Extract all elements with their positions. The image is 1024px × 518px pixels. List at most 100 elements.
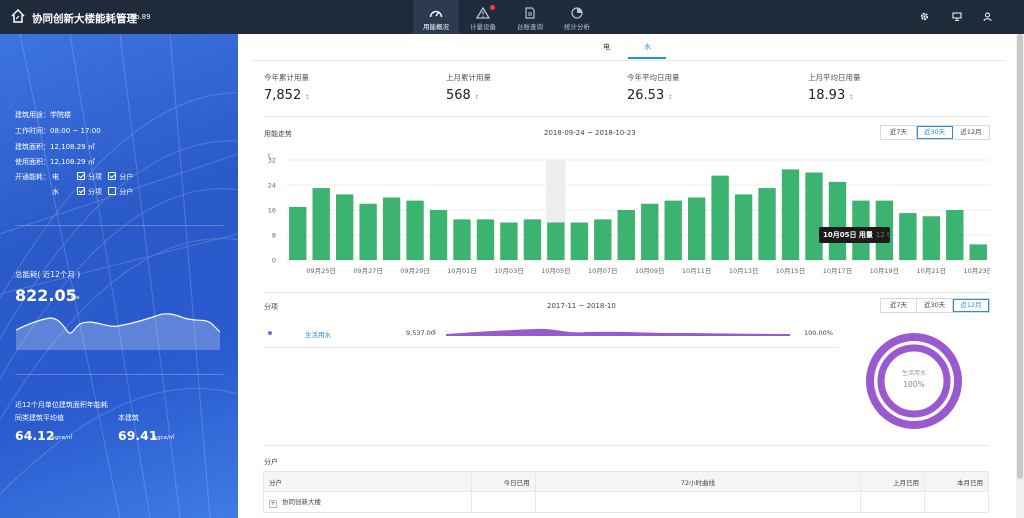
nav-ledger-query[interactable]: 台账查询 [507, 0, 553, 34]
item-name: 生活用水 [305, 331, 331, 339]
section-divider [263, 445, 989, 446]
y-tick-label: 24 [268, 182, 276, 190]
item-trend-sparkline [446, 328, 790, 336]
bar[interactable] [828, 181, 847, 260]
monitor-icon[interactable] [952, 12, 962, 21]
gear-icon[interactable] [920, 12, 929, 21]
range-7-days-button[interactable]: 近7天 [881, 299, 917, 312]
trend-title: 用能走势 [264, 130, 292, 138]
app-number: No.89 [130, 13, 151, 21]
bar[interactable] [523, 219, 542, 260]
bar[interactable] [359, 203, 377, 260]
architecture-background-image [0, 34, 238, 518]
user-icon[interactable] [983, 12, 992, 21]
x-tick-label: 10月07日 [588, 267, 618, 275]
active-tab-indicator [628, 57, 666, 59]
bar[interactable] [617, 210, 635, 260]
item-value: 9,537.00 [406, 329, 435, 337]
range-30-days-button[interactable]: 近30天 [917, 299, 953, 312]
gauge-icon [429, 10, 443, 18]
donut-inner-ring [877, 344, 951, 418]
bar[interactable] [453, 219, 471, 260]
x-tick-label: 09月27日 [353, 267, 383, 275]
bar[interactable] [711, 175, 729, 260]
bar[interactable] [312, 188, 330, 260]
bar[interactable] [969, 244, 987, 260]
bar[interactable] [335, 194, 354, 260]
bar[interactable] [922, 216, 941, 260]
building-use: 建筑用途：学院楼 [15, 111, 71, 119]
chart-tooltip: 10月05日 用量 12 t [819, 227, 890, 243]
bar[interactable] [687, 197, 706, 261]
bar[interactable] [734, 194, 753, 260]
column-header: 分户 [263, 471, 472, 492]
bar[interactable] [758, 188, 776, 260]
bar[interactable] [289, 206, 307, 260]
elec-item-checkbox[interactable] [77, 172, 85, 180]
bar[interactable] [664, 200, 682, 260]
range-7-days-button[interactable]: 近7天 [881, 126, 917, 139]
usage-trend-bar-chart: t 0 8 16 24 32 09月25日 09月27日 09月29日 10月01日 10月03日… [268, 152, 990, 275]
item-unit: t [434, 329, 437, 336]
expand-row-button[interactable]: + [269, 500, 277, 508]
range-12-months-button[interactable]: 近12月 [960, 128, 982, 136]
peer-average-label: 同类建筑平均值 [15, 414, 64, 422]
table-header-row: 分户 今日已用 72小时曲线 上月已用 本月已用 [263, 471, 989, 492]
bar[interactable] [429, 210, 448, 260]
nav-usage-overview[interactable]: 用能概况 [413, 0, 459, 34]
water-item-checkbox[interactable] [77, 187, 85, 195]
range-30-days-button[interactable]: 近30天 [917, 126, 953, 139]
total-energy-unit: tce [71, 295, 80, 301]
bar[interactable] [500, 222, 518, 261]
this-building-label: 本建筑 [118, 414, 139, 422]
bar[interactable] [547, 222, 565, 261]
nav-label: 统计分析 [564, 23, 590, 31]
scrollbar-thumb[interactable] [1017, 34, 1023, 479]
range-12-months-button[interactable]: 近12月 [953, 299, 989, 312]
households-table: 分户 今日已用 72小时曲线 上月已用 本月已用 + 协同创新大楼 [263, 471, 989, 513]
water-sub-checkbox[interactable] [108, 187, 117, 195]
bar[interactable] [946, 210, 964, 260]
bar[interactable] [641, 203, 659, 260]
column-header: 72小时曲线 [534, 471, 862, 492]
unit-area-energy-title: 近12个月单位建筑面积年能耗 [15, 401, 108, 409]
section-divider [263, 292, 989, 293]
x-tick-label: 10月11日 [682, 267, 712, 275]
table-row[interactable]: + 协同创新大楼 [263, 491, 989, 513]
this-building-value: 69.41 [118, 428, 158, 443]
kpi-label: 今年平均日用量 [627, 73, 680, 82]
x-tick-label: 10月13日 [729, 267, 759, 275]
y-tick-label: 0 [272, 257, 276, 265]
x-tick-label: 10月19日 [870, 267, 900, 275]
peer-average-unit: kgce/㎡ [52, 435, 73, 441]
electricity-label: 电 [52, 173, 59, 181]
tab-water[interactable]: 水 [644, 43, 651, 51]
water-label: 水 [52, 188, 59, 196]
breakdown-range-selector: 近7天 近30天 近12月 [880, 298, 990, 313]
elec-sub-checkbox[interactable] [108, 172, 117, 180]
nav-statistics[interactable]: 统计分析 [554, 0, 600, 34]
bar[interactable] [781, 169, 800, 260]
working-hours: 工作时间：08:00 ~ 17:00 [15, 127, 101, 135]
x-tick-label: 09月25日 [306, 267, 336, 275]
item-percentage: 100.00% [804, 329, 833, 337]
bar[interactable] [382, 197, 401, 261]
energy-types-label: 开通能耗：电 [15, 173, 59, 181]
bar[interactable] [570, 222, 589, 261]
bar[interactable] [406, 200, 424, 260]
x-tick-label: 10月09日 [635, 267, 665, 275]
bar[interactable] [594, 219, 612, 260]
usable-area: 使用面积：12,108.29 ㎡ [15, 158, 95, 166]
kpi-label: 今年累计用量 [264, 73, 309, 82]
nav-metering-devices[interactable]: 计量设备 [460, 0, 506, 34]
divider [15, 225, 223, 226]
tab-electricity[interactable]: 电 [603, 43, 610, 51]
bar[interactable] [476, 219, 495, 260]
bar[interactable] [899, 213, 917, 260]
column-header: 本月已用 [924, 471, 989, 492]
page-scrollbar[interactable] [1016, 34, 1024, 518]
x-tick-label: 10月21日 [917, 267, 947, 275]
warning-icon [476, 7, 490, 19]
bar[interactable] [805, 172, 823, 261]
column-header: 今日已用 [470, 471, 536, 492]
